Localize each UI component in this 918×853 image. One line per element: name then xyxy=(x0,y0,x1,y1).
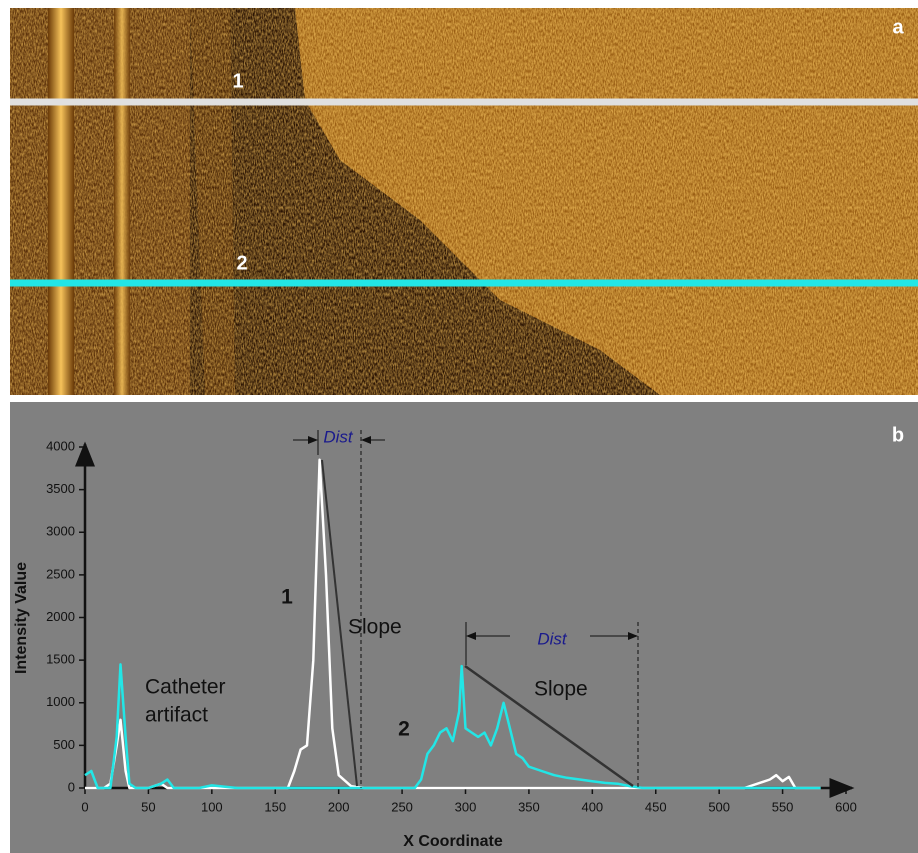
y-tick-label: 3500 xyxy=(46,481,75,496)
annotation: Slope xyxy=(348,616,402,639)
annotation: Catheter xyxy=(145,676,226,699)
x-tick-label: 600 xyxy=(835,799,857,814)
x-tick-label: 0 xyxy=(81,799,88,814)
figure: 1 2 a 0 50 100 150 200 250 300 350 400 450 500 550 6… xyxy=(0,0,918,853)
x-tick-label: 300 xyxy=(455,799,477,814)
panel-label: b xyxy=(892,424,904,446)
x-tick-label: 500 xyxy=(708,799,730,814)
annotation: Slope xyxy=(534,678,588,701)
line-label: 1 xyxy=(232,70,243,92)
panel-label: a xyxy=(892,16,904,38)
y-tick-label: 4000 xyxy=(46,438,75,453)
y-tick-label: 0 xyxy=(68,779,75,794)
annotation: Dist xyxy=(323,427,354,446)
y-tick-label: 500 xyxy=(53,737,75,752)
series-label: 2 xyxy=(398,718,410,741)
y-axis-title: Intensity Value xyxy=(13,562,30,674)
y-tick-label: 2500 xyxy=(46,566,75,581)
y-tick-label: 2000 xyxy=(46,609,75,624)
line-label: 2 xyxy=(236,252,247,274)
x-tick-label: 400 xyxy=(581,799,603,814)
annotation: Dist xyxy=(537,629,568,648)
x-tick-label: 200 xyxy=(328,799,350,814)
x-tick-label: 250 xyxy=(391,799,413,814)
panel-a: 1 2 a xyxy=(10,8,918,395)
annotation: artifact xyxy=(145,704,208,727)
x-tick-label: 150 xyxy=(264,799,286,814)
x-tick-label: 100 xyxy=(201,799,223,814)
y-tick-label: 3000 xyxy=(46,524,75,539)
x-tick-label: 50 xyxy=(141,799,155,814)
panel-b-background xyxy=(10,402,918,853)
y-tick-label: 1000 xyxy=(46,694,75,709)
x-tick-label: 350 xyxy=(518,799,540,814)
x-tick-label: 450 xyxy=(645,799,667,814)
x-axis-title: X Coordinate xyxy=(403,833,503,850)
x-tick-label: 550 xyxy=(772,799,794,814)
series-label: 1 xyxy=(281,586,293,609)
y-tick-label: 1500 xyxy=(46,652,75,667)
